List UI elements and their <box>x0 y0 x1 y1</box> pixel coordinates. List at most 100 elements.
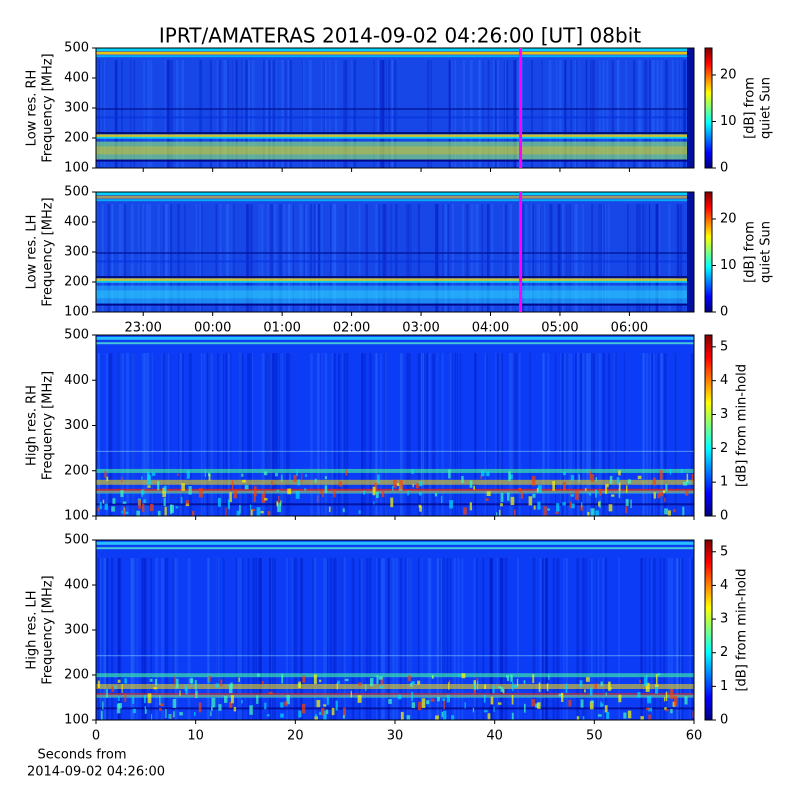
x-tick-label: 06:00 <box>611 321 648 336</box>
texture-speck <box>510 674 513 682</box>
texture-speck <box>342 715 345 719</box>
texture-streak <box>649 558 652 720</box>
texture-streak <box>100 60 103 168</box>
texture-speck <box>372 486 376 496</box>
texture-streak <box>117 558 120 720</box>
colorbar <box>704 47 713 169</box>
y-tick-label: 300 <box>64 101 89 116</box>
y-tick-label: 100 <box>64 161 89 176</box>
texture-speck <box>324 485 328 494</box>
texture-band <box>96 655 694 657</box>
texture-speck <box>319 679 322 683</box>
texture-streak <box>302 60 304 168</box>
x-tick-label: 23:00 <box>124 321 161 336</box>
texture-speck <box>358 510 361 514</box>
texture-streak <box>474 204 478 312</box>
texture-streak <box>640 558 643 720</box>
texture-speck <box>589 471 592 480</box>
texture-speck <box>606 483 609 488</box>
texture-speck <box>147 474 151 485</box>
texture-speck <box>149 678 153 682</box>
texture-streak <box>279 353 283 516</box>
x-tick-label: 05:00 <box>541 321 578 336</box>
texture-streak <box>575 353 577 516</box>
texture-speck <box>267 511 271 516</box>
texture-streak <box>632 60 635 168</box>
texture-streak <box>340 558 343 720</box>
texture-streak <box>382 60 385 168</box>
texture-speck <box>469 502 472 511</box>
y-tick-label: 500 <box>64 328 89 343</box>
texture-streak <box>268 60 271 168</box>
texture-speck <box>589 701 594 710</box>
texture-speck <box>357 695 362 703</box>
texture-speck <box>599 489 602 496</box>
texture-streak <box>639 60 642 168</box>
texture-speck <box>664 707 667 710</box>
texture-speck <box>601 703 604 707</box>
texture-band <box>96 48 694 51</box>
texture-streak <box>271 353 275 516</box>
texture-speck <box>686 473 689 483</box>
texture-streak <box>387 558 390 720</box>
texture-band <box>96 108 694 110</box>
texture-speck <box>581 502 583 508</box>
texture-speck <box>147 485 151 488</box>
texture-streak <box>469 60 473 168</box>
texture-streak <box>292 558 295 720</box>
texture-speck <box>314 478 317 483</box>
texture-speck <box>229 684 233 694</box>
texture-streak <box>182 204 185 312</box>
texture-streak <box>121 204 124 312</box>
texture-streak <box>604 558 608 720</box>
texture-streak <box>337 353 341 516</box>
texture-speck <box>585 677 590 682</box>
texture-speck <box>477 680 479 690</box>
texture-speck <box>558 693 563 697</box>
texture-band <box>96 694 694 698</box>
texture-streak <box>499 558 502 720</box>
texture-streak <box>117 353 121 516</box>
texture-streak <box>108 353 111 516</box>
texture-speck <box>208 675 211 682</box>
texture-speck <box>191 510 195 516</box>
texture-streak <box>150 353 153 516</box>
texture-speck <box>284 701 288 707</box>
texture-streak <box>443 558 445 720</box>
texture-speck <box>507 492 510 501</box>
texture-speck <box>627 710 632 719</box>
texture-speck <box>556 503 560 512</box>
texture-streak <box>141 558 143 720</box>
texture-streak <box>343 60 347 168</box>
texture-streak <box>382 204 385 312</box>
texture-streak <box>199 60 203 168</box>
texture-streak <box>253 60 255 168</box>
texture-speck <box>211 697 216 708</box>
texture-band <box>96 136 694 139</box>
texture-streak <box>586 353 590 516</box>
colorbar <box>704 539 713 721</box>
texture-speck <box>218 704 222 711</box>
texture-streak <box>337 60 340 168</box>
texture-streak <box>453 558 456 720</box>
texture-speck <box>589 492 592 496</box>
texture-speck <box>344 678 349 682</box>
texture-streak <box>601 204 604 312</box>
texture-band <box>96 547 694 550</box>
texture-streak <box>294 558 298 720</box>
texture-streak <box>643 204 646 312</box>
texture-streak <box>141 558 145 720</box>
texture-speck <box>174 676 176 685</box>
texture-streak <box>555 353 557 516</box>
texture-speck <box>523 703 526 713</box>
texture-band <box>96 450 694 452</box>
texture-streak <box>215 204 218 312</box>
texture-speck <box>111 506 115 512</box>
texture-streak <box>259 558 262 720</box>
texture-streak <box>574 60 577 168</box>
texture-streak <box>576 204 578 312</box>
texture-speck <box>652 477 656 486</box>
texture-band <box>96 141 694 160</box>
texture-streak <box>565 558 569 720</box>
texture-streak <box>558 60 560 168</box>
